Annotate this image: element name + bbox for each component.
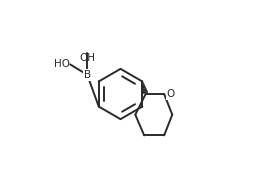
Text: OH: OH bbox=[79, 53, 95, 63]
Text: O: O bbox=[166, 89, 175, 99]
Text: HO: HO bbox=[54, 60, 70, 70]
Text: B: B bbox=[84, 70, 91, 80]
